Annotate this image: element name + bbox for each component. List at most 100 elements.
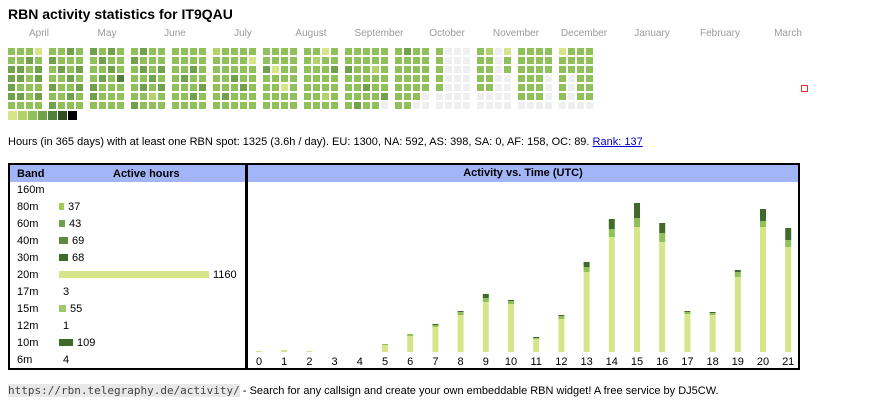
band-hours-value: 4 xyxy=(63,354,69,366)
calendar-day-cell xyxy=(76,48,83,55)
legend-swatch xyxy=(58,111,67,120)
calendar-day-cell xyxy=(345,75,352,82)
band-hours-value: 1160 xyxy=(213,269,237,281)
calendar-day-cell xyxy=(181,75,188,82)
calendar-day-cell xyxy=(231,102,238,109)
today-marker xyxy=(801,85,808,92)
calendar-day-cell xyxy=(463,48,470,55)
calendar-day-cell xyxy=(372,102,379,109)
calendar-day-cell xyxy=(454,75,461,82)
activity-bar-segment xyxy=(710,313,716,315)
calendar-day-cell xyxy=(363,84,370,91)
calendar-day-cell xyxy=(90,93,97,100)
band-table-header: Band Active hours xyxy=(10,165,245,182)
band-row: 10m 109 xyxy=(10,335,245,352)
band-hours-value: 1 xyxy=(63,320,69,332)
band-hours-value: 37 xyxy=(68,201,80,213)
calendar-day-cell xyxy=(436,66,443,73)
calendar-day-cell xyxy=(463,102,470,109)
band-hours-value: 69 xyxy=(72,235,84,247)
calendar-day-cell xyxy=(213,48,220,55)
calendar-day-cell xyxy=(213,93,220,100)
activity-bar-segment xyxy=(735,277,741,352)
hour-tick-label: 0 xyxy=(256,356,262,368)
calendar-day-cell xyxy=(463,66,470,73)
calendar-day-cell xyxy=(90,84,97,91)
calendar-day-cell xyxy=(181,57,188,64)
activity-bar-segment xyxy=(306,351,312,352)
calendar-day-cell xyxy=(231,66,238,73)
calendar-day-cell xyxy=(404,57,411,64)
calendar-day-cell xyxy=(240,75,247,82)
calendar-day-cell xyxy=(559,102,566,109)
calendar-day-cell xyxy=(413,93,420,100)
calendar-day-cell xyxy=(381,102,388,109)
hour-tick-label: 8 xyxy=(458,356,464,368)
calendar-day-cell xyxy=(577,66,584,73)
calendar-day-cell xyxy=(172,75,179,82)
calendar-day-cell xyxy=(140,84,147,91)
calendar-day-cell xyxy=(290,102,297,109)
activity-bar-segment xyxy=(432,325,438,327)
legend-swatch xyxy=(28,111,37,120)
calendar-day-cell xyxy=(381,57,388,64)
activity-bar-segment xyxy=(634,218,640,227)
activity-calendar xyxy=(0,0,870,100)
band-row: 6m 4 xyxy=(10,352,245,369)
band-hours-bar xyxy=(59,254,68,261)
activity-bar-segment xyxy=(382,344,388,345)
calendar-day-cell xyxy=(372,84,379,91)
calendar-day-cell xyxy=(8,84,15,91)
legend-swatch xyxy=(48,111,57,120)
calendar-day-cell xyxy=(486,57,493,64)
activity-bar-segment xyxy=(483,298,489,302)
rank-link[interactable]: Rank: 137 xyxy=(593,136,643,148)
calendar-day-cell xyxy=(436,48,443,55)
activity-bar-segment xyxy=(533,339,539,352)
calendar-day-cell xyxy=(76,84,83,91)
calendar-day-cell xyxy=(477,102,484,109)
calendar-day-cell xyxy=(536,102,543,109)
band-name: 160m xyxy=(17,184,45,196)
calendar-day-cell xyxy=(117,102,124,109)
calendar-day-cell xyxy=(131,57,138,64)
calendar-day-cell xyxy=(527,48,534,55)
activity-bar-segment xyxy=(584,262,590,267)
activity-bar-segment xyxy=(558,315,564,316)
calendar-day-cell xyxy=(263,75,270,82)
calendar-day-cell xyxy=(90,57,97,64)
calendar-day-cell xyxy=(108,102,115,109)
calendar-day-cell xyxy=(413,75,420,82)
calendar-day-cell xyxy=(199,75,206,82)
calendar-day-cell xyxy=(67,102,74,109)
activity-bar-segment xyxy=(785,240,791,247)
activity-bar-segment xyxy=(760,209,766,221)
band-hours-value: 3 xyxy=(63,286,69,298)
activity-bar-segment xyxy=(659,242,665,352)
calendar-day-cell xyxy=(240,102,247,109)
calendar-day-cell xyxy=(17,102,24,109)
calendar-day-cell xyxy=(67,75,74,82)
calendar-day-cell xyxy=(372,93,379,100)
calendar-day-cell xyxy=(49,93,56,100)
calendar-day-cell xyxy=(422,66,429,73)
calendar-day-cell xyxy=(76,75,83,82)
calendar-day-cell xyxy=(404,93,411,100)
calendar-day-cell xyxy=(58,102,65,109)
band-row: 40m 69 xyxy=(10,233,245,250)
band-hours-value: 55 xyxy=(70,303,82,315)
calendar-day-cell xyxy=(172,84,179,91)
footer-url[interactable]: https://rbn.telegraphy.de/activity/ xyxy=(8,384,240,397)
calendar-day-cell xyxy=(263,66,270,73)
calendar-day-cell xyxy=(568,84,575,91)
calendar-day-cell xyxy=(108,57,115,64)
calendar-day-cell xyxy=(354,57,361,64)
band-name: 12m xyxy=(17,320,38,332)
hour-tick-label: 6 xyxy=(407,356,413,368)
calendar-day-cell xyxy=(272,93,279,100)
activity-bar-segment xyxy=(785,247,791,352)
calendar-day-cell xyxy=(331,102,338,109)
calendar-day-cell xyxy=(117,84,124,91)
hour-tick-label: 2 xyxy=(306,356,312,368)
calendar-day-cell xyxy=(454,66,461,73)
